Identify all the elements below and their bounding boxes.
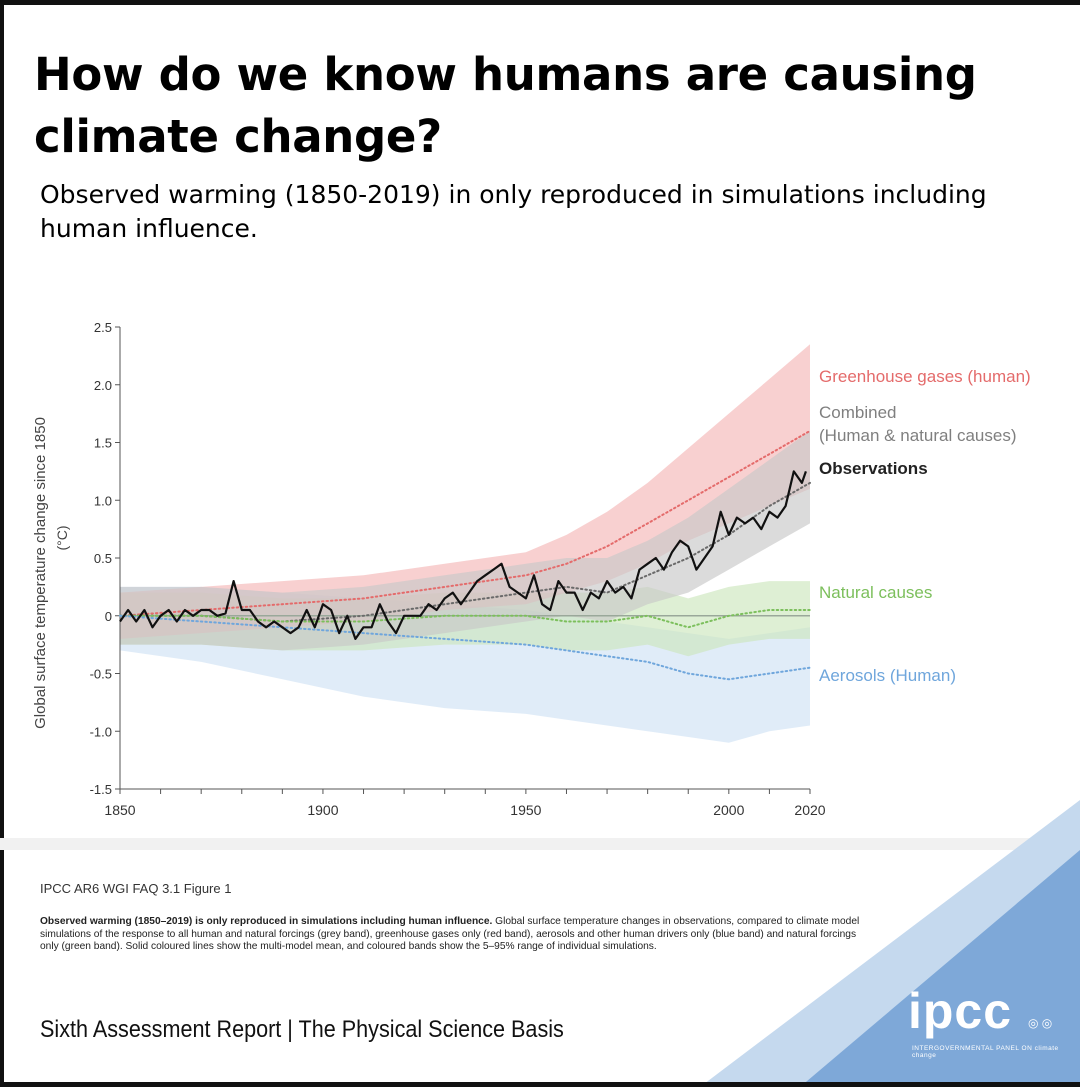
chart-axes: 2.5 2.0 1.5 1.0 0.5 0 -0.5 -1.0 -1.5 1850 1900 1950… [32, 320, 826, 818]
y-tick-label: 0 [105, 609, 112, 624]
legend-label: Aerosols (Human) [819, 666, 956, 685]
caption-bold: Observed warming (1850–2019) is only rep… [40, 916, 493, 927]
temperature-chart: 2.5 2.0 1.5 1.0 0.5 0 -0.5 -1.0 -1.5 1850 1900 1950… [32, 320, 1031, 818]
band-combined [120, 430, 810, 651]
y-tick-label: 1.0 [94, 493, 112, 508]
chart-legend: Greenhouse gases (human) Combined (Human &… [819, 367, 1031, 685]
ipcc-logo: ipcc [908, 983, 1013, 1039]
line-greenhouse-gases-human [119, 429, 811, 617]
ipcc-logo-subtitle: INTERGOVERNMENTAL PANEL ON climate chang… [912, 1045, 1059, 1059]
x-tick-label: 2000 [713, 802, 744, 818]
legend-label: Combined [819, 403, 897, 422]
top-border [0, 0, 1080, 5]
x-tick-label: 1850 [104, 802, 135, 818]
x-tick-label: 1900 [307, 802, 338, 818]
bottom-border [0, 1082, 1080, 1087]
figure-source: IPCC AR6 WGI FAQ 3.1 Figure 1 [40, 881, 232, 896]
left-border [0, 0, 4, 1087]
section-divider [0, 838, 1080, 850]
figure-caption: Observed warming (1850–2019) is only rep… [40, 916, 860, 954]
caption-text: Global surface temperature changes in ob… [40, 916, 860, 953]
y-tick-label: 2.0 [94, 378, 112, 393]
legend-label: Natural causes [819, 583, 932, 602]
y-tick-label: -1.0 [90, 724, 112, 739]
series-lines [119, 429, 811, 681]
y-tick-label: 1.5 [94, 436, 112, 451]
x-tick-label: 2020 [794, 802, 825, 818]
y-axis-unit: (°C) [54, 525, 70, 550]
line-natural-causes [119, 609, 811, 629]
page-title: How do we know humans are causing climat… [34, 48, 977, 163]
y-tick-label: 2.5 [94, 320, 112, 335]
legend-label: Greenhouse gases (human) [819, 367, 1031, 386]
x-tick-label: 1950 [510, 802, 541, 818]
y-tick-label: 0.5 [94, 551, 112, 566]
page-subtitle: Observed warming (1850-2019) in only rep… [40, 180, 987, 243]
report-title: Sixth Assessment Report | The Physical S… [40, 1016, 564, 1043]
y-tick-label: -1.5 [90, 782, 112, 797]
legend-label-secondary: (Human & natural causes) [819, 426, 1016, 445]
line-observations [119, 470, 807, 640]
un-emblems-icon: ◎ ◎ [1028, 1016, 1053, 1030]
legend-label: Observations [819, 459, 928, 478]
uncertainty-bands [120, 344, 810, 743]
y-axis-label: Global surface temperature change since … [32, 417, 49, 729]
y-tick-label: -0.5 [90, 667, 112, 682]
